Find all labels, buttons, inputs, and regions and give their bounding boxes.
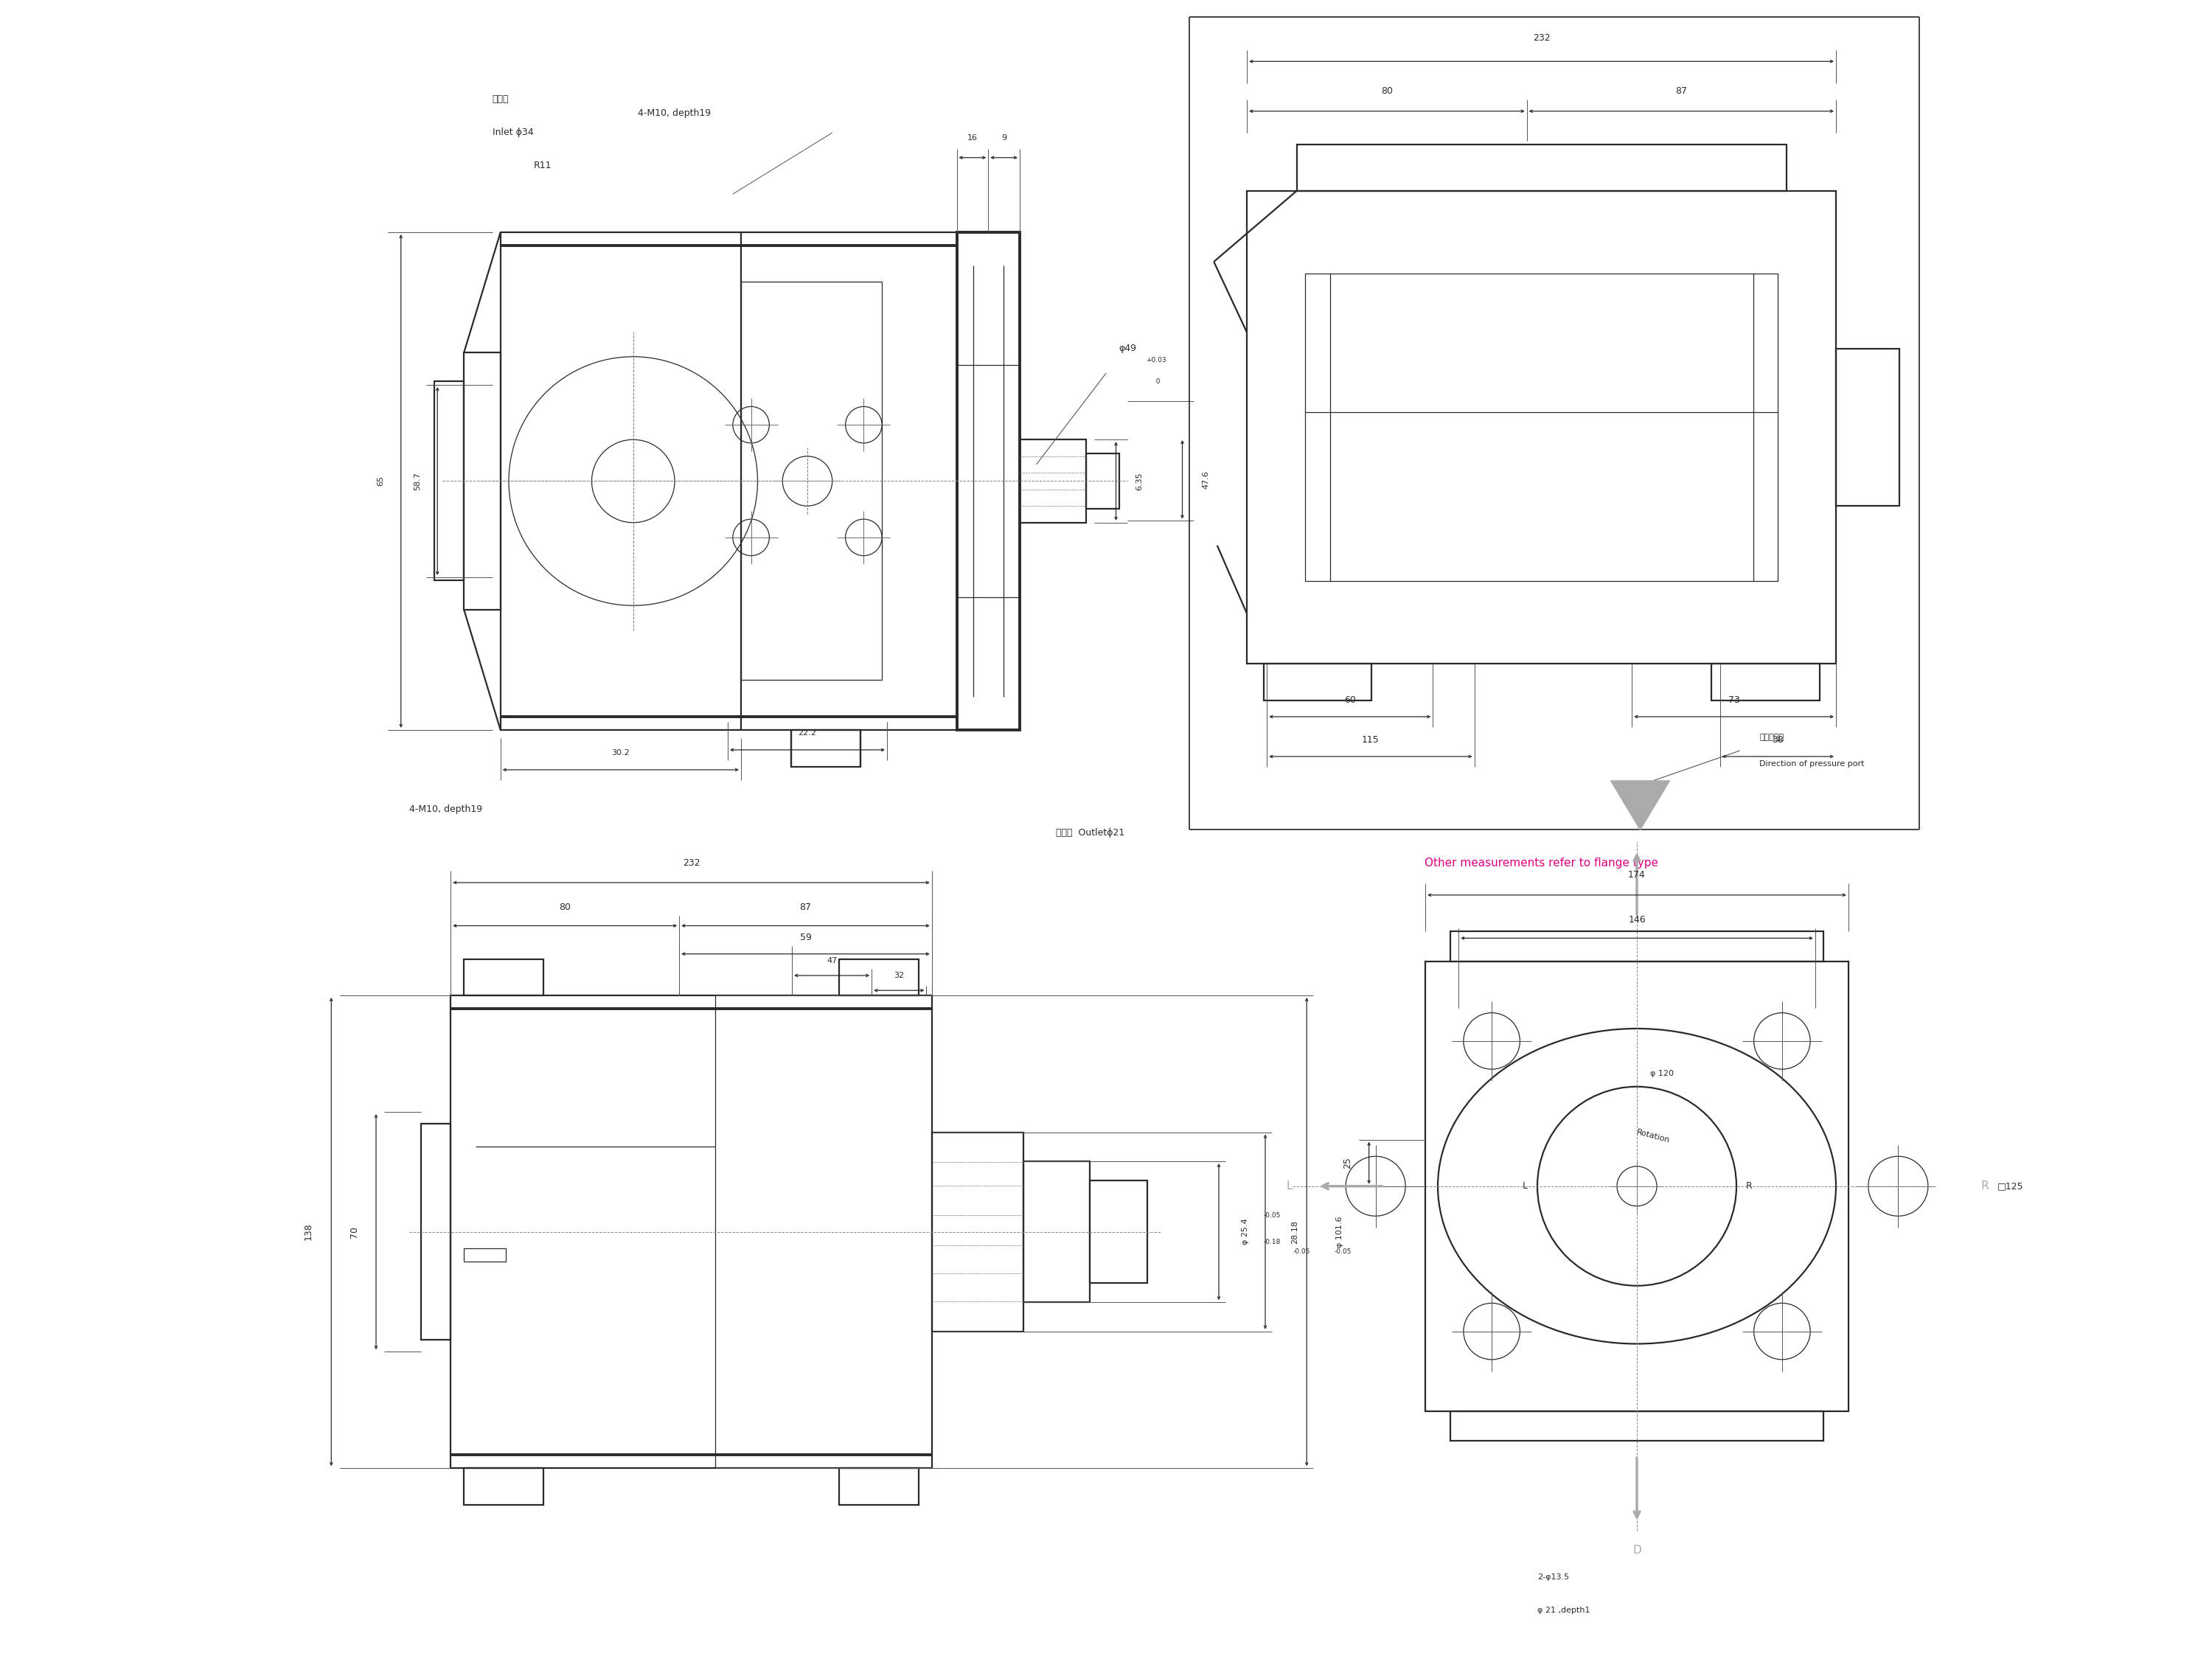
Bar xyxy=(838,959,918,995)
Text: -0.05: -0.05 xyxy=(1263,1211,1281,1218)
Text: 38: 38 xyxy=(1772,735,1783,745)
Text: -0.05: -0.05 xyxy=(1294,1248,1310,1254)
Text: 60: 60 xyxy=(1345,695,1356,705)
Text: 146: 146 xyxy=(1628,916,1646,924)
Text: φ 21 ,depth1: φ 21 ,depth1 xyxy=(1537,1606,1590,1614)
Text: R11: R11 xyxy=(533,161,551,171)
Text: Rotation: Rotation xyxy=(1637,1128,1670,1145)
Bar xyxy=(956,232,1020,730)
Text: 28.18: 28.18 xyxy=(1292,1219,1298,1244)
Text: 87: 87 xyxy=(799,902,812,912)
Bar xyxy=(465,352,500,609)
Text: 87: 87 xyxy=(1674,86,1688,96)
Bar xyxy=(1263,664,1371,700)
Bar xyxy=(1305,274,1778,581)
Text: φ 25.4: φ 25.4 xyxy=(1241,1219,1250,1244)
Text: 174: 174 xyxy=(1628,871,1646,879)
Bar xyxy=(838,1468,918,1505)
Text: 47.6: 47.6 xyxy=(1201,469,1210,489)
Text: 25: 25 xyxy=(1343,1156,1352,1170)
Text: 80: 80 xyxy=(560,902,571,912)
Bar xyxy=(1712,664,1818,700)
Text: D: D xyxy=(1632,1545,1641,1556)
Text: 出油口  Outletϕ21: 出油口 Outletϕ21 xyxy=(1057,828,1126,838)
Text: 58.7: 58.7 xyxy=(414,471,420,491)
Text: 4-M10, depth19: 4-M10, depth19 xyxy=(409,805,482,815)
Bar xyxy=(500,232,956,730)
Text: 232: 232 xyxy=(1533,33,1551,43)
Bar xyxy=(1451,1410,1823,1440)
Text: 出油口方向: 出油口方向 xyxy=(1761,733,1785,742)
Text: 0: 0 xyxy=(1152,378,1159,385)
Bar xyxy=(792,730,860,766)
Bar xyxy=(741,282,883,680)
Text: 30.2: 30.2 xyxy=(611,750,630,757)
Text: R: R xyxy=(1980,1181,1989,1191)
Bar xyxy=(1020,440,1086,523)
Text: φ 120: φ 120 xyxy=(1650,1070,1674,1077)
Bar xyxy=(1248,191,1836,664)
Text: R: R xyxy=(1745,1181,1752,1191)
Text: 138: 138 xyxy=(303,1223,312,1241)
Text: 2-φ13.5: 2-φ13.5 xyxy=(1537,1573,1568,1581)
Text: 9: 9 xyxy=(1002,134,1006,141)
Bar xyxy=(465,1248,504,1261)
Text: φ49: φ49 xyxy=(1119,343,1137,353)
Bar xyxy=(1296,144,1787,191)
Bar xyxy=(931,1131,1022,1331)
Text: 16: 16 xyxy=(967,134,978,141)
Bar xyxy=(1451,932,1823,961)
Text: +0.03: +0.03 xyxy=(1146,357,1166,363)
Text: L: L xyxy=(1285,1181,1292,1191)
Text: 59: 59 xyxy=(801,932,812,942)
Text: 80: 80 xyxy=(1380,86,1394,96)
Bar xyxy=(1086,453,1119,508)
Text: 65: 65 xyxy=(378,476,385,486)
Text: Other measurements refer to flange type: Other measurements refer to flange type xyxy=(1425,858,1659,868)
Text: 入油口: 入油口 xyxy=(491,95,509,105)
Bar xyxy=(1088,1181,1148,1284)
Text: □125: □125 xyxy=(1997,1181,2024,1191)
Text: -0.18: -0.18 xyxy=(1263,1238,1281,1244)
Text: 115: 115 xyxy=(1363,735,1380,745)
Text: L: L xyxy=(1522,1181,1528,1191)
Text: 6.35: 6.35 xyxy=(1135,473,1144,489)
Text: Direction of pressure port: Direction of pressure port xyxy=(1761,760,1865,768)
Bar xyxy=(1022,1161,1088,1302)
Text: -0.05: -0.05 xyxy=(1334,1248,1352,1254)
Text: 4-M10, depth19: 4-M10, depth19 xyxy=(637,108,712,118)
Text: 73: 73 xyxy=(1728,695,1741,705)
Text: Inlet ϕ34: Inlet ϕ34 xyxy=(491,128,533,138)
Bar xyxy=(1425,961,1849,1410)
Text: 232: 232 xyxy=(684,858,699,868)
Text: 32: 32 xyxy=(894,972,905,979)
Polygon shape xyxy=(1610,781,1670,831)
Bar xyxy=(465,1468,544,1505)
Bar xyxy=(1836,348,1898,506)
Text: 22.2: 22.2 xyxy=(799,730,816,737)
Text: 47: 47 xyxy=(827,957,836,964)
Text: φ 101.6: φ 101.6 xyxy=(1336,1216,1343,1248)
Bar xyxy=(420,1125,451,1340)
Bar xyxy=(465,959,544,995)
Text: 70: 70 xyxy=(349,1226,358,1238)
Bar xyxy=(451,995,931,1468)
Bar xyxy=(434,382,465,581)
